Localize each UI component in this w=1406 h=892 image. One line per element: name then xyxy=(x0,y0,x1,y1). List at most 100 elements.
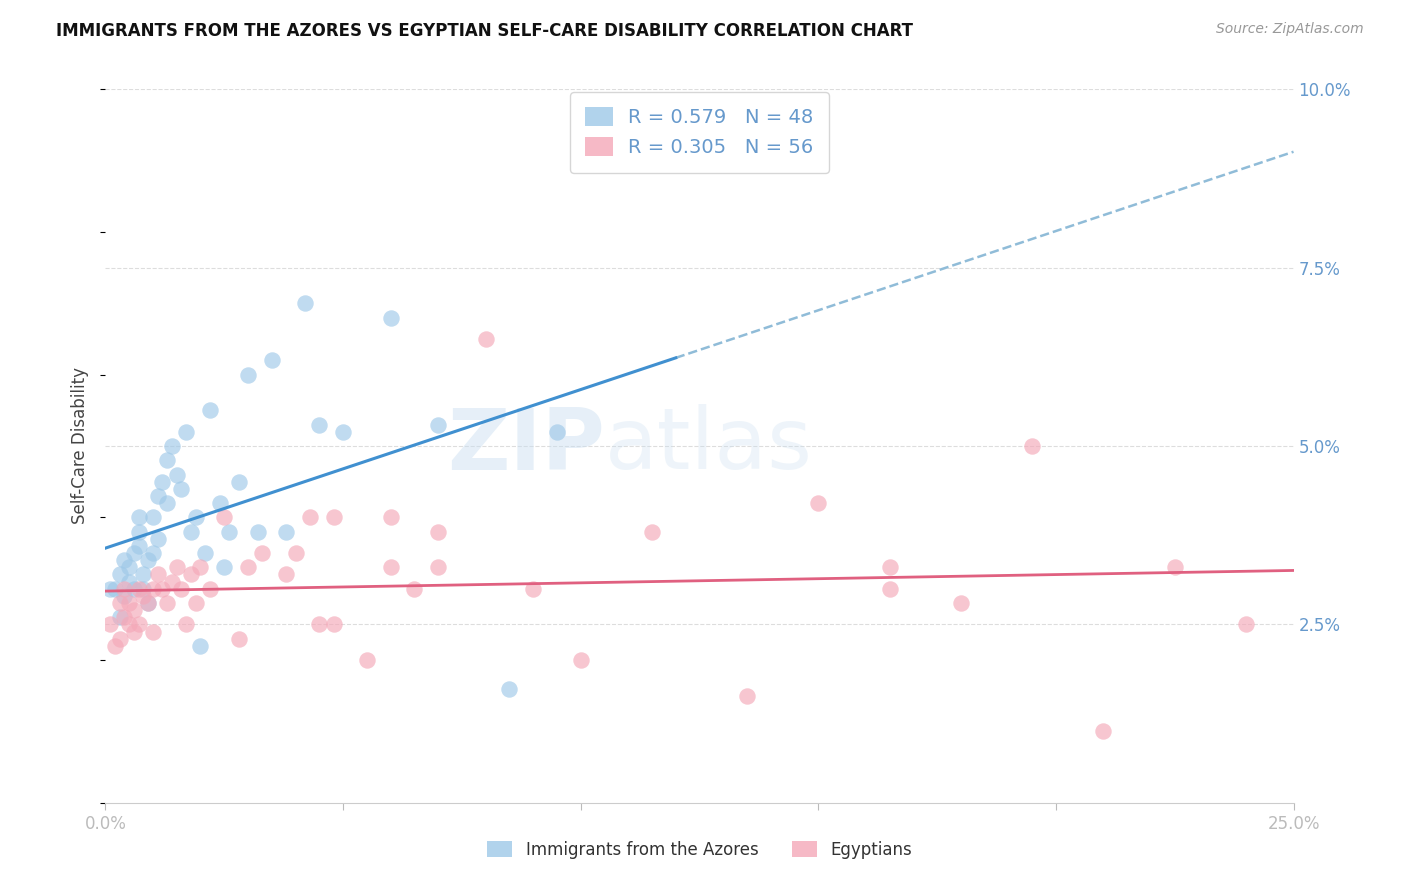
Point xyxy=(298,510,321,524)
Point xyxy=(322,617,344,632)
Point xyxy=(142,624,165,639)
Point xyxy=(122,624,145,639)
Point xyxy=(246,524,269,539)
Point xyxy=(236,368,259,382)
Point xyxy=(522,582,544,596)
Point xyxy=(641,524,664,539)
Point xyxy=(118,596,141,610)
Point xyxy=(380,510,402,524)
Point xyxy=(308,617,330,632)
Point xyxy=(160,439,183,453)
Point xyxy=(174,617,197,632)
Point xyxy=(228,632,250,646)
Point xyxy=(949,596,972,610)
Text: IMMIGRANTS FROM THE AZORES VS EGYPTIAN SELF-CARE DISABILITY CORRELATION CHART: IMMIGRANTS FROM THE AZORES VS EGYPTIAN S… xyxy=(56,22,914,40)
Point xyxy=(498,681,520,696)
Point xyxy=(274,567,297,582)
Text: ZIP: ZIP xyxy=(447,404,605,488)
Point xyxy=(132,567,155,582)
Point xyxy=(98,582,121,596)
Point xyxy=(236,560,259,574)
Point xyxy=(146,532,169,546)
Point xyxy=(136,596,159,610)
Point xyxy=(208,496,231,510)
Point xyxy=(142,510,165,524)
Point xyxy=(294,296,316,310)
Point xyxy=(308,417,330,432)
Point xyxy=(322,510,344,524)
Point xyxy=(156,596,179,610)
Point xyxy=(228,475,250,489)
Point xyxy=(284,546,307,560)
Point xyxy=(260,353,283,368)
Point xyxy=(252,546,274,560)
Legend: Immigrants from the Azores, Egyptians: Immigrants from the Azores, Egyptians xyxy=(481,835,918,866)
Point xyxy=(132,582,155,596)
Point xyxy=(118,560,141,574)
Point xyxy=(194,546,217,560)
Y-axis label: Self-Care Disability: Self-Care Disability xyxy=(72,368,90,524)
Point xyxy=(1092,724,1115,739)
Point xyxy=(118,574,141,589)
Point xyxy=(214,560,236,574)
Point xyxy=(404,582,426,596)
Point xyxy=(180,567,202,582)
Point xyxy=(214,510,236,524)
Point xyxy=(1021,439,1043,453)
Point xyxy=(356,653,378,667)
Point xyxy=(184,596,207,610)
Point xyxy=(427,524,450,539)
Point xyxy=(122,582,145,596)
Point xyxy=(128,539,150,553)
Point xyxy=(190,560,212,574)
Point xyxy=(128,510,150,524)
Point xyxy=(114,582,136,596)
Point xyxy=(122,546,145,560)
Point xyxy=(118,617,141,632)
Point xyxy=(380,310,402,325)
Point xyxy=(146,567,169,582)
Point xyxy=(146,489,169,503)
Text: Source: ZipAtlas.com: Source: ZipAtlas.com xyxy=(1216,22,1364,37)
Point xyxy=(108,596,131,610)
Point xyxy=(427,417,450,432)
Point xyxy=(128,524,150,539)
Point xyxy=(427,560,450,574)
Point xyxy=(136,553,159,567)
Point xyxy=(152,475,174,489)
Point xyxy=(546,425,568,439)
Point xyxy=(156,453,179,467)
Point xyxy=(136,596,159,610)
Point xyxy=(879,582,901,596)
Point xyxy=(104,639,127,653)
Point xyxy=(152,582,174,596)
Point xyxy=(156,496,179,510)
Point xyxy=(170,582,193,596)
Point xyxy=(274,524,297,539)
Point xyxy=(569,653,592,667)
Text: atlas: atlas xyxy=(605,404,813,488)
Point xyxy=(122,603,145,617)
Point xyxy=(166,560,188,574)
Point xyxy=(114,589,136,603)
Point xyxy=(132,589,155,603)
Point xyxy=(879,560,901,574)
Point xyxy=(142,546,165,560)
Point xyxy=(114,553,136,567)
Point xyxy=(1164,560,1187,574)
Point xyxy=(108,610,131,624)
Point xyxy=(174,425,197,439)
Point xyxy=(218,524,240,539)
Point xyxy=(380,560,402,574)
Point xyxy=(184,510,207,524)
Point xyxy=(108,632,131,646)
Point xyxy=(332,425,354,439)
Point xyxy=(128,617,150,632)
Point xyxy=(474,332,496,346)
Point xyxy=(142,582,165,596)
Point xyxy=(160,574,183,589)
Point xyxy=(807,496,830,510)
Point xyxy=(166,467,188,482)
Point xyxy=(104,582,127,596)
Point xyxy=(180,524,202,539)
